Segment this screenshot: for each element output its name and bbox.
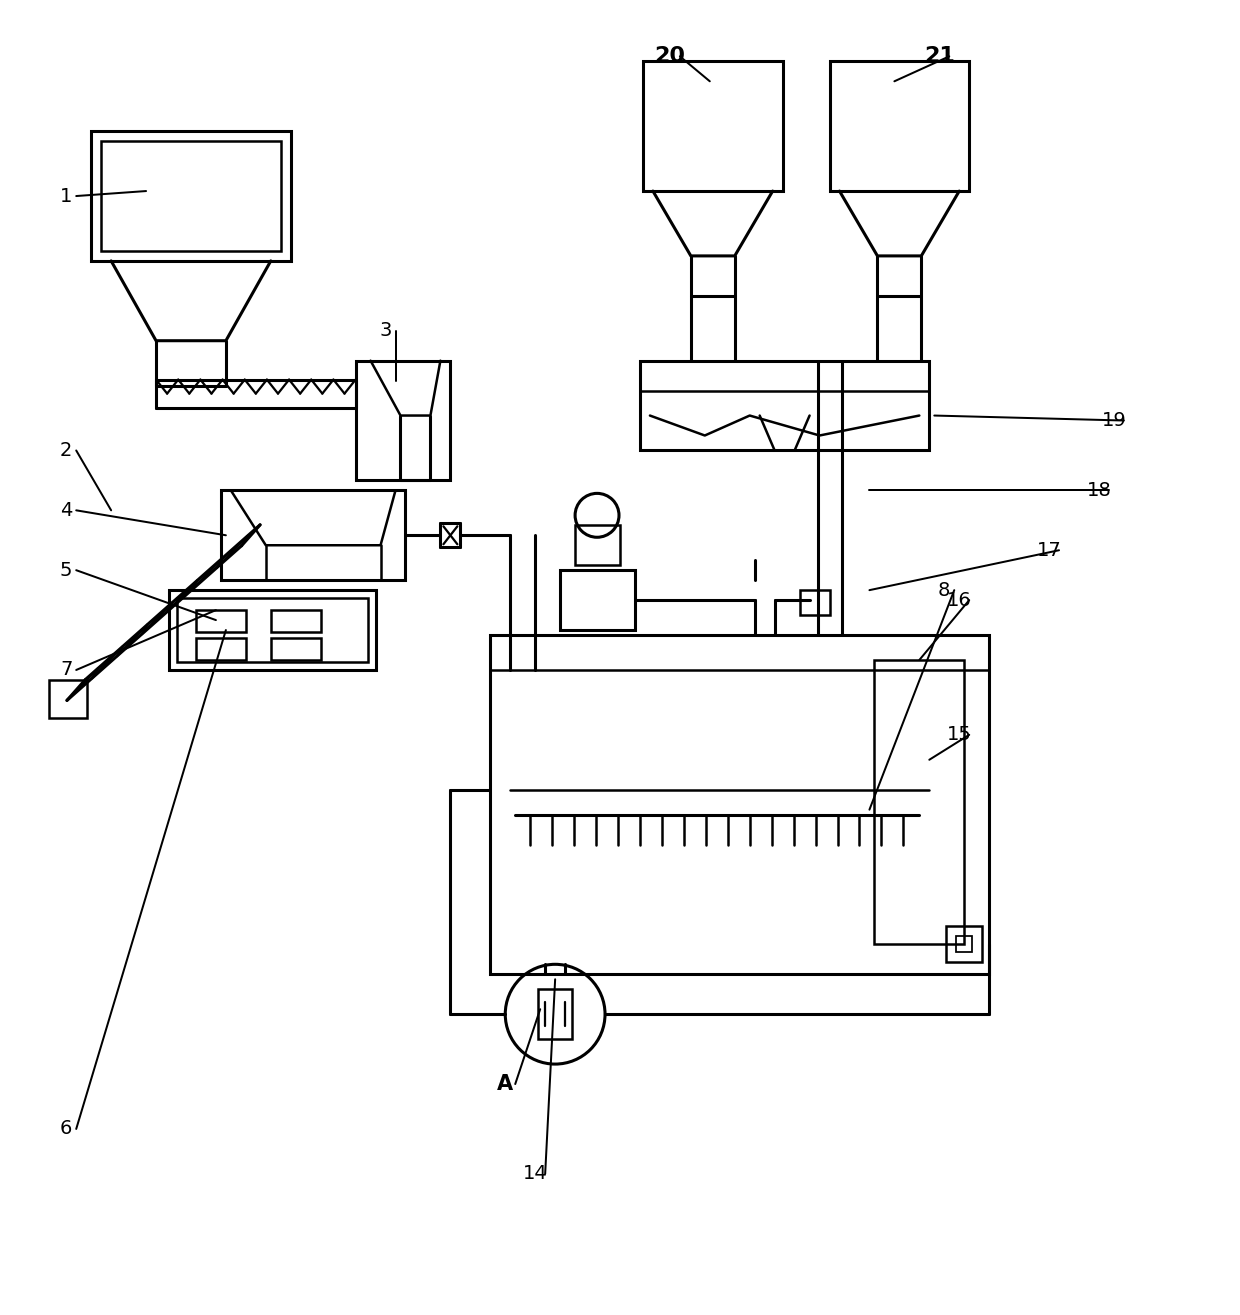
Bar xyxy=(874,660,965,944)
Bar xyxy=(169,590,376,669)
Bar xyxy=(221,490,405,580)
Bar xyxy=(92,132,290,260)
Text: 3: 3 xyxy=(379,321,392,341)
Text: 7: 7 xyxy=(60,660,72,680)
Text: 1: 1 xyxy=(60,187,72,205)
Bar xyxy=(490,635,990,974)
Bar xyxy=(538,989,572,1039)
Text: 16: 16 xyxy=(947,590,972,610)
Bar xyxy=(956,936,972,952)
Text: 4: 4 xyxy=(60,501,72,519)
Text: 8: 8 xyxy=(939,581,950,600)
Bar xyxy=(50,680,87,718)
Text: 5: 5 xyxy=(60,560,72,580)
Text: 15: 15 xyxy=(947,726,972,744)
Bar xyxy=(800,590,830,615)
Bar xyxy=(946,926,982,963)
Bar xyxy=(640,360,929,451)
Text: 2: 2 xyxy=(60,441,72,460)
Text: 14: 14 xyxy=(523,1164,548,1184)
Bar xyxy=(830,62,970,191)
Bar xyxy=(356,360,450,480)
Text: 6: 6 xyxy=(60,1119,72,1139)
Bar xyxy=(196,638,246,660)
Bar xyxy=(196,610,246,633)
Bar xyxy=(270,638,321,660)
Text: 20: 20 xyxy=(655,46,686,66)
Bar xyxy=(560,571,635,630)
Bar xyxy=(102,141,280,251)
Text: 21: 21 xyxy=(924,46,955,66)
Bar xyxy=(270,610,321,633)
Text: A: A xyxy=(497,1074,513,1094)
Text: 17: 17 xyxy=(1037,540,1061,560)
Text: 19: 19 xyxy=(1101,412,1126,430)
Bar xyxy=(177,598,367,661)
Text: 18: 18 xyxy=(1086,481,1111,500)
Bar xyxy=(575,525,620,565)
Bar xyxy=(644,62,782,191)
